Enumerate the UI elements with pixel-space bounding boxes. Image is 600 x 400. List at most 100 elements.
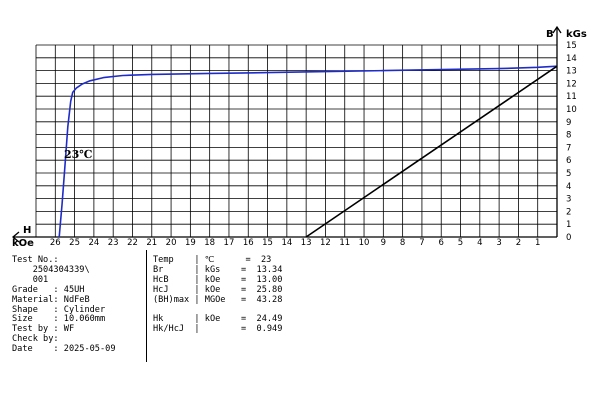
- temperature-annotation: 23℃: [64, 148, 93, 161]
- prop-value: 43.28: [256, 294, 283, 305]
- chart-grid: [35, 44, 558, 238]
- bh-demagnetization-chart: 26 25 24 23 22 21 20 19 18 17 16 15 14 13 12 11 10 9 8 7 6 5 4…: [11, 25, 587, 249]
- info-sep: :: [53, 255, 64, 265]
- info-sep: :: [53, 294, 64, 305]
- y-tick-label: 0: [566, 233, 571, 243]
- info-label: Shape: [12, 304, 54, 315]
- x-tick-label: 9: [381, 238, 386, 248]
- x-tick-label: 3: [496, 238, 501, 248]
- info-value: 2025-05-09: [63, 344, 116, 355]
- prop-name: Hk: [153, 314, 195, 325]
- prop-value: 13.34: [256, 264, 283, 275]
- x-tick-label: 24: [88, 238, 99, 248]
- info-shape: Shape : Cylinder: [12, 304, 116, 316]
- x-tick-label: 25: [69, 238, 80, 248]
- info-material: Material: NdFeB: [12, 294, 116, 306]
- y-tick-label: 5: [566, 169, 571, 179]
- x-tick-label: 23: [108, 238, 119, 248]
- prop-temp: Temp | ℃ = 23: [153, 255, 272, 265]
- info-grade: Grade : 45UH: [12, 284, 116, 296]
- x-tick-label: 11: [339, 238, 350, 248]
- info-value: WF: [63, 324, 75, 335]
- info-sep: :: [53, 304, 64, 315]
- x-tick-label: 19: [185, 238, 196, 248]
- x-tick-label: 7: [419, 238, 424, 248]
- prop-unit: kOe: [204, 314, 236, 325]
- prop-name: (BH)max: [153, 294, 195, 305]
- x-tick-label: 18: [204, 238, 215, 248]
- y-tick-label: 12: [566, 79, 577, 89]
- x-tick-label: 26: [50, 238, 61, 248]
- info-check-by: Check by:: [12, 334, 116, 345]
- prop-hk-hcj: Hk/HcJ | = 0.949: [153, 324, 283, 335]
- y-axis-symbol: B: [546, 29, 554, 40]
- y-tick-label: 8: [566, 131, 571, 141]
- test-info-panel: Test No.: 2504304339\ 001 Grade : 45UH Mat…: [12, 255, 116, 355]
- prop-unit: MGOe: [204, 294, 236, 305]
- x-axis-arrow: [11, 231, 20, 243]
- prop-unit: [205, 324, 236, 334]
- y-tick-label: 4: [566, 182, 571, 192]
- info-continuation: 001: [12, 275, 116, 286]
- chart-series: [58, 65, 558, 238]
- x-tick-label: 21: [146, 238, 157, 248]
- info-label: Check by: [12, 334, 54, 345]
- info-test-by: Test by : WF: [12, 324, 116, 335]
- x-tick-label: 4: [477, 238, 482, 248]
- y-tick-label: 2: [566, 207, 571, 217]
- info-value: NdFeB: [63, 294, 90, 305]
- info-value: Cylinder: [63, 304, 106, 315]
- y-tick-label: 7: [566, 143, 571, 153]
- prop-hcj: HcJ | kOe = 25.80: [153, 284, 283, 295]
- info-date: Date : 2025-05-09: [12, 344, 116, 355]
- info-sep: :: [53, 334, 64, 345]
- prop-name: HcJ: [153, 284, 195, 295]
- prop-hcb: HcB | kOe = 13.00: [153, 274, 283, 285]
- y-axis-arrow: [552, 25, 562, 34]
- info-value: 45UH: [63, 284, 85, 295]
- y-tick-label: 13: [566, 67, 577, 77]
- demagnetization-curve: [58, 65, 558, 238]
- info-sep: :: [53, 284, 64, 295]
- x-tick-label: 16: [243, 238, 254, 248]
- y-tick-label: 6: [566, 156, 571, 166]
- prop-unit: kOe: [204, 284, 236, 295]
- info-sep: :: [53, 314, 64, 325]
- x-tick-label: 17: [224, 238, 235, 248]
- prop-unit: kOe: [204, 274, 236, 285]
- y-axis-label: kGs: [566, 29, 587, 40]
- prop-br: Br | kGs = 13.34: [153, 264, 283, 275]
- info-sep: :: [53, 344, 64, 355]
- x-tick-label: 15: [262, 238, 273, 248]
- prop-name: HcB: [153, 274, 195, 285]
- prop-value: 0.949: [256, 324, 283, 335]
- prop-name: Temp: [153, 255, 195, 265]
- info-value: 2504304339\: [32, 264, 90, 275]
- prop-name: Hk/HcJ: [153, 324, 195, 335]
- chart-tick-labels: 26 25 24 23 22 21 20 19 18 17 16 15 14 13 12 11 10 9 8 7 6 5 4…: [50, 41, 577, 248]
- info-size: Size : 10.060mm: [12, 314, 116, 325]
- info-test-no-: Test No.:: [12, 255, 116, 266]
- y-tick-label: 10: [566, 105, 577, 115]
- x-tick-label: 20: [166, 238, 177, 248]
- x-tick-label: 2: [516, 238, 521, 248]
- x-tick-label: 13: [301, 238, 312, 248]
- x-tick-label: 14: [281, 238, 292, 248]
- x-tick-label: 8: [400, 238, 405, 248]
- prop-value: 24.49: [256, 314, 283, 325]
- y-tick-label: 9: [566, 118, 571, 128]
- prop-value: 23: [261, 255, 272, 265]
- info-label: Grade: [12, 284, 54, 295]
- info-label: Test by: [12, 324, 54, 335]
- y-tick-label: 14: [566, 54, 577, 64]
- info-label: Size: [12, 314, 54, 325]
- x-tick-label: 22: [127, 238, 138, 248]
- info-continuation: 2504304339\: [12, 264, 116, 276]
- x-tick-label: 10: [359, 238, 370, 248]
- info-label: Date: [12, 344, 54, 355]
- prop-unit: ℃: [204, 255, 241, 265]
- x-axis-symbol: H: [23, 225, 31, 236]
- info-value: 10.060mm: [63, 314, 106, 325]
- info-label: Material: [12, 294, 54, 305]
- info-sep: :: [53, 324, 64, 335]
